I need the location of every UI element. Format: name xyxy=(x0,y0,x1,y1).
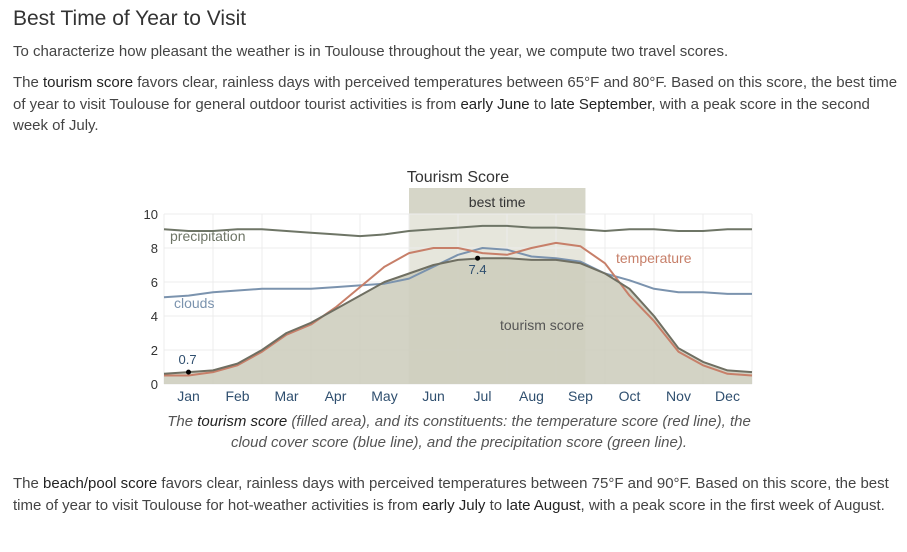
y-tick-label: 8 xyxy=(151,241,158,256)
text: to xyxy=(529,95,551,113)
clouds-series-label: clouds xyxy=(174,295,214,311)
text: to xyxy=(485,496,507,514)
text: , with a peak score in the first week of… xyxy=(580,496,885,514)
beach-start: early July xyxy=(422,496,486,514)
peak-score-label: 7.4 xyxy=(469,262,487,277)
y-tick-label: 4 xyxy=(151,309,158,324)
y-tick-label: 6 xyxy=(151,275,158,290)
tourism-score-line xyxy=(163,257,753,375)
min-score-label: 0.7 xyxy=(179,352,197,367)
tourism-series-label: tourism score xyxy=(500,317,584,333)
x-tick-label: Jul xyxy=(474,388,492,404)
x-tick-label: Nov xyxy=(666,388,691,404)
x-tick-label: Sep xyxy=(568,388,593,404)
tourism-score-chart: Tourism Score best time 0 2 4 6 8 10 Jan Feb Mar Ap… xyxy=(144,169,753,404)
y-tick-label: 10 xyxy=(144,207,158,222)
text: (filled area), and its constituents: the… xyxy=(230,413,751,451)
best-time-label: best time xyxy=(469,194,526,210)
x-tick-label: Mar xyxy=(274,388,298,404)
x-tick-label: May xyxy=(371,388,397,404)
precipitation-series-label: precipitation xyxy=(170,228,246,244)
x-tick-label: Jan xyxy=(177,388,200,404)
tourism-score-area xyxy=(164,258,752,384)
min-score-dot xyxy=(186,369,191,375)
x-tick-label: Feb xyxy=(225,388,249,404)
chart-caption: The tourism score (filled area), and its… xyxy=(150,411,768,453)
text: The xyxy=(167,413,198,430)
page-title: Best Time of Year to Visit xyxy=(13,7,247,30)
clouds-line xyxy=(163,247,752,299)
best-time-header xyxy=(409,188,586,214)
text: , with a peak score in the second week o… xyxy=(13,95,870,135)
y-tick-label: 0 xyxy=(151,377,158,392)
beach-paragraph: The beach/pool score favors clear, rainl… xyxy=(13,473,898,516)
x-tick-label: Oct xyxy=(619,388,641,404)
peak-score-dot xyxy=(475,255,481,261)
x-tick-label: Jun xyxy=(422,388,445,404)
caption-term: tourism score xyxy=(197,413,288,430)
text: The xyxy=(13,74,44,91)
chart-title: Tourism Score xyxy=(407,169,509,186)
temperature-series-label: temperature xyxy=(616,250,692,266)
x-tick-label: Dec xyxy=(715,388,740,404)
text: favors clear, rainless days with perceiv… xyxy=(13,475,889,514)
text: favors clear, rainless days with perceiv… xyxy=(13,74,898,113)
x-tick-label: Apr xyxy=(325,388,347,404)
intro-paragraph: To characterize how pleasant the weather… xyxy=(13,43,729,60)
beach-score-term: beach/pool score xyxy=(43,475,158,492)
tourism-score-term: tourism score xyxy=(43,74,134,91)
text: The xyxy=(13,475,44,492)
precipitation-line xyxy=(163,224,752,238)
tourism-paragraph: The tourism score favors clear, rainless… xyxy=(13,72,898,137)
tourism-start: early June xyxy=(460,95,530,113)
temperature-line xyxy=(164,241,753,377)
tourism-end: late September xyxy=(550,95,652,113)
beach-end: late August xyxy=(506,496,581,514)
y-tick-label: 2 xyxy=(151,343,158,358)
x-tick-label: Aug xyxy=(519,388,544,404)
